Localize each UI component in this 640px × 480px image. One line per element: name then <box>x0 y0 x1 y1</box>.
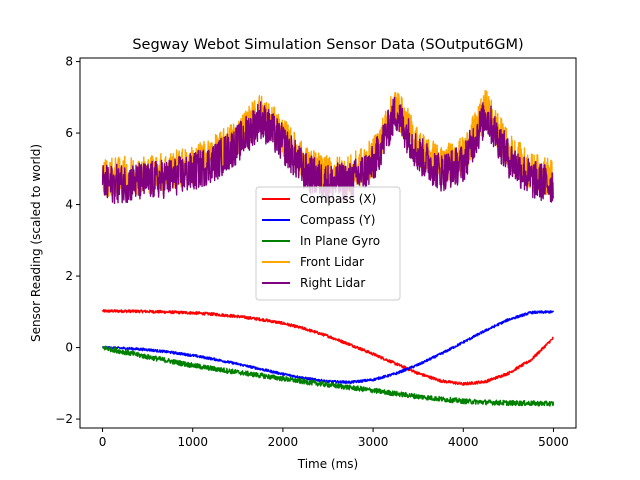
series-line-0 <box>101 308 554 386</box>
x-tick-label: 5000 <box>538 435 569 449</box>
legend-label: Right Lidar <box>300 276 365 290</box>
series-line-4 <box>101 96 555 205</box>
y-tick-label: 8 <box>65 55 73 69</box>
legend: Compass (X) Compass (Y) In Plane Gyro Front… <box>255 186 401 301</box>
y-tick-label: 0 <box>65 341 73 355</box>
x-tick-label: 3000 <box>358 435 389 449</box>
x-tick-label: 1000 <box>177 435 208 449</box>
y-tick-label: 2 <box>65 269 73 283</box>
x-tick-label: 0 <box>99 435 107 449</box>
legend-label: Compass (Y) <box>300 213 375 227</box>
y-tick-label: 4 <box>65 198 73 212</box>
plot-frame <box>79 57 577 429</box>
chart-title: Segway Webot Simulation Sensor Data (SOu… <box>132 37 523 53</box>
series-line-1 <box>101 310 555 385</box>
y-axis: −2 0 2 4 6 8 <box>55 55 80 426</box>
x-tick-label: 2000 <box>268 435 299 449</box>
y-tick-label: 6 <box>65 126 73 140</box>
y-axis-label: Sensor Reading (scaled to world) <box>29 144 43 342</box>
x-axis-label: Time (ms) <box>297 457 359 471</box>
series-line-2 <box>102 345 555 407</box>
y-tick-label: −2 <box>55 412 73 426</box>
legend-box <box>255 186 401 301</box>
legend-label: Compass (X) <box>300 192 376 206</box>
legend-label: In Plane Gyro <box>300 234 380 248</box>
x-tick-label: 4000 <box>448 435 479 449</box>
x-axis: 0 1000 2000 3000 4000 5000 <box>99 428 569 449</box>
legend-label: Front Lidar <box>300 255 364 269</box>
